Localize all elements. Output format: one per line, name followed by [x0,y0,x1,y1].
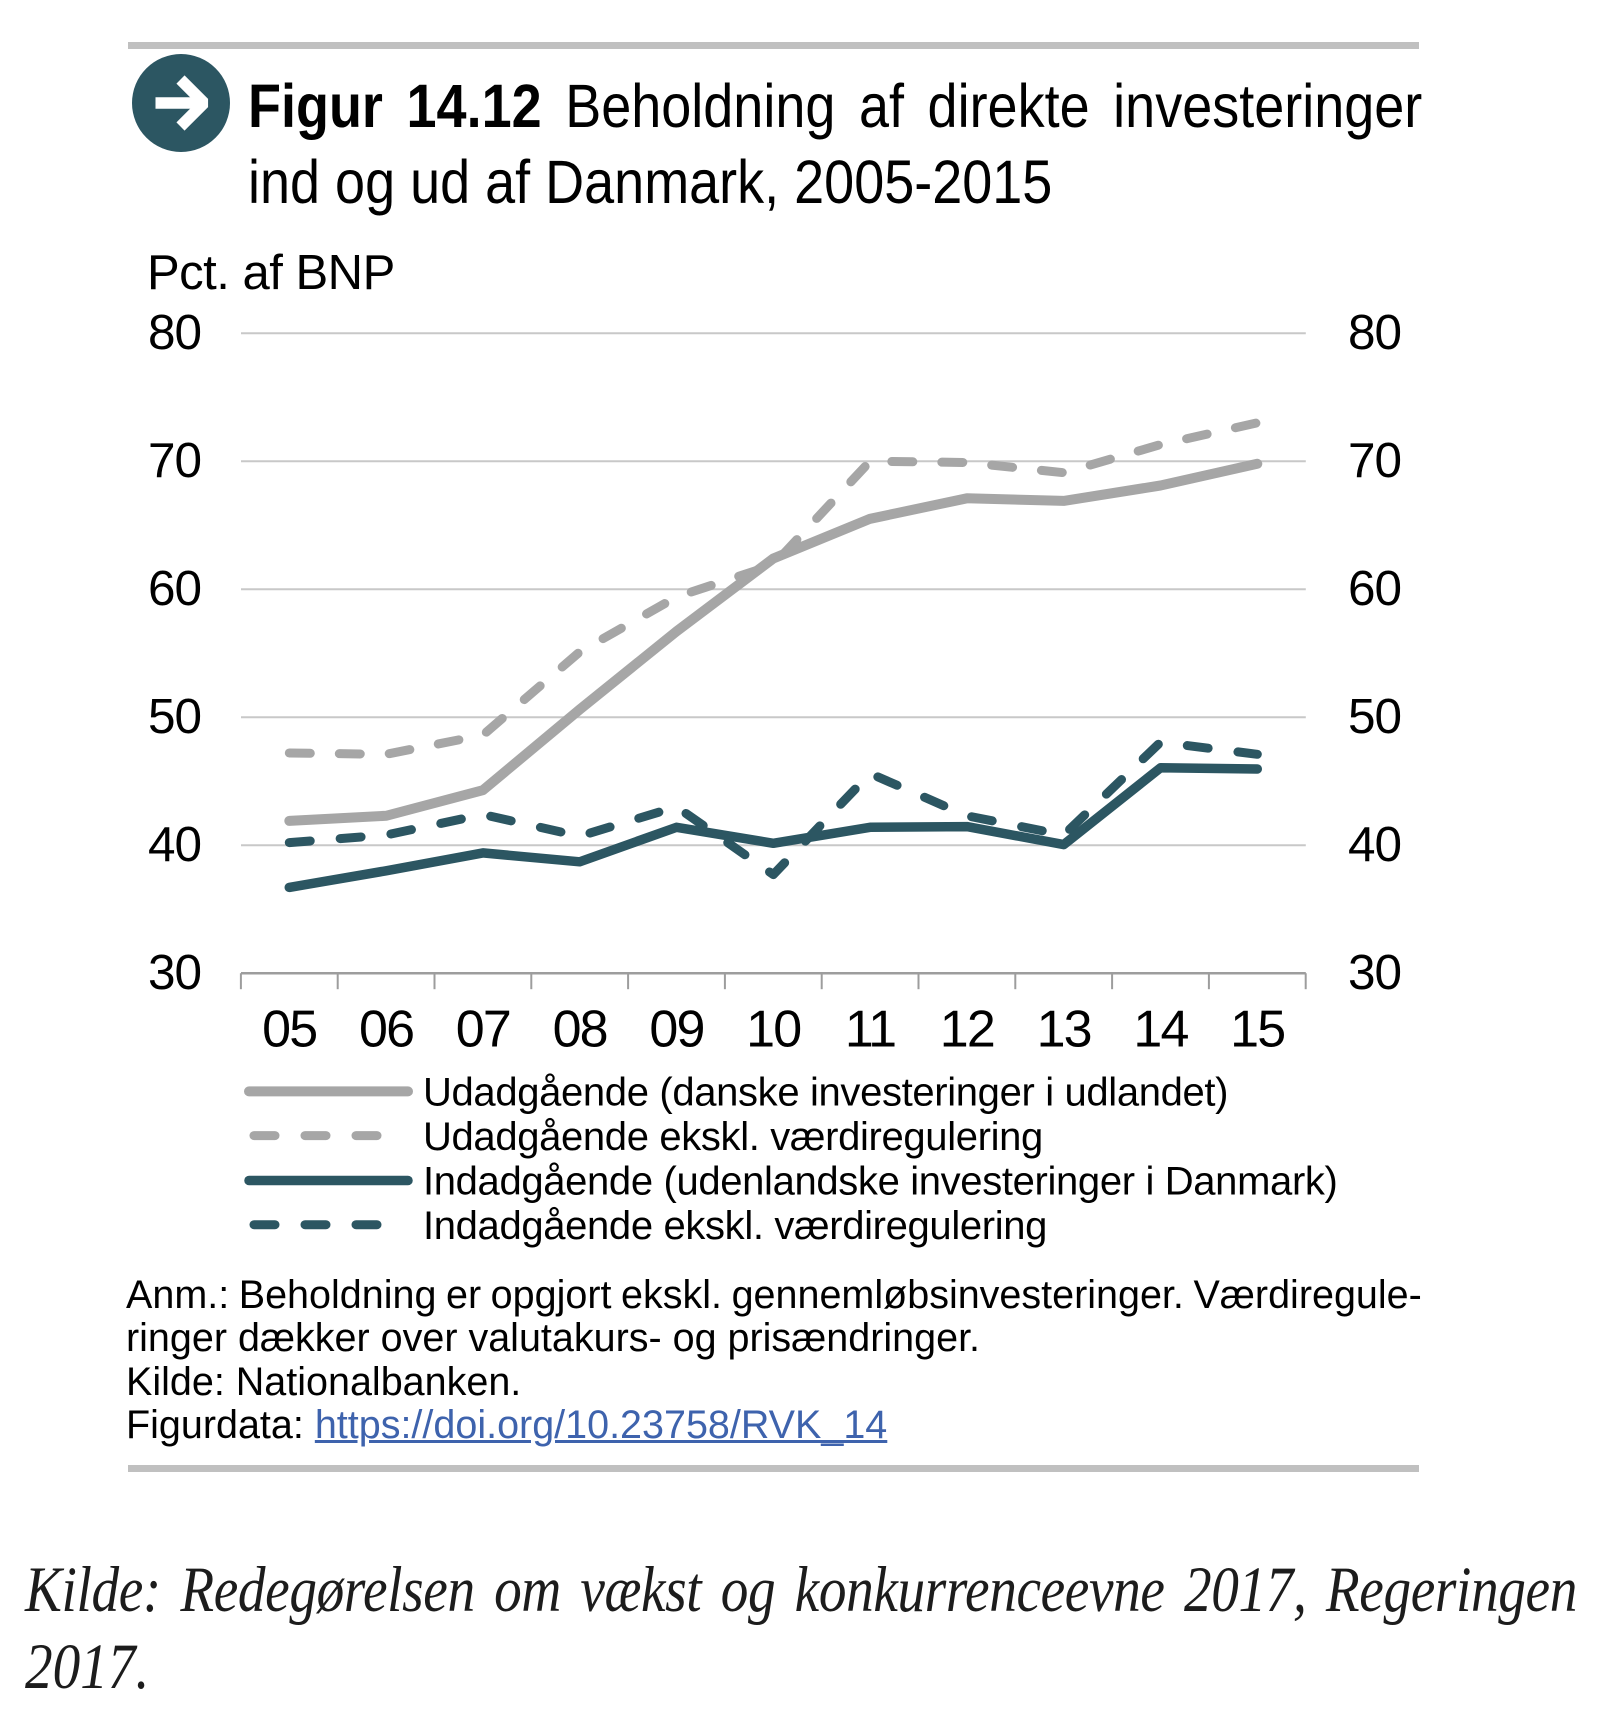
svg-text:14: 14 [1133,1001,1188,1059]
svg-text:60: 60 [148,561,201,616]
svg-text:Indadgående ekskl. værdiregule: Indadgående ekskl. værdiregulering [423,1204,1047,1248]
svg-text:40: 40 [1348,817,1401,872]
svg-text:Udadgående ekskl. værdireguler: Udadgående ekskl. værdiregulering [423,1115,1043,1159]
svg-text:06: 06 [359,1001,413,1059]
svg-text:09: 09 [649,1001,703,1059]
svg-text:70: 70 [1348,433,1401,488]
svg-text:60: 60 [1348,561,1401,616]
svg-text:Udadgående (danske investering: Udadgående (danske investeringer i udlan… [423,1071,1228,1115]
svg-text:40: 40 [148,817,201,872]
svg-text:07: 07 [456,1001,510,1059]
svg-text:11: 11 [845,1001,895,1059]
svg-text:12: 12 [940,1001,994,1059]
svg-text:15: 15 [1230,1001,1284,1059]
svg-text:13: 13 [1037,1001,1091,1059]
svg-text:08: 08 [553,1001,607,1059]
svg-text:10: 10 [746,1001,800,1059]
svg-text:50: 50 [148,689,201,744]
svg-text:70: 70 [148,433,201,488]
svg-text:Indadgående (udenlandske inves: Indadgående (udenlandske investeringer i… [423,1160,1338,1204]
svg-text:30: 30 [148,945,201,1000]
svg-text:05: 05 [262,1001,316,1059]
svg-text:50: 50 [1348,689,1401,744]
svg-text:80: 80 [148,305,201,360]
svg-text:30: 30 [1348,945,1401,1000]
svg-text:80: 80 [1348,305,1401,360]
